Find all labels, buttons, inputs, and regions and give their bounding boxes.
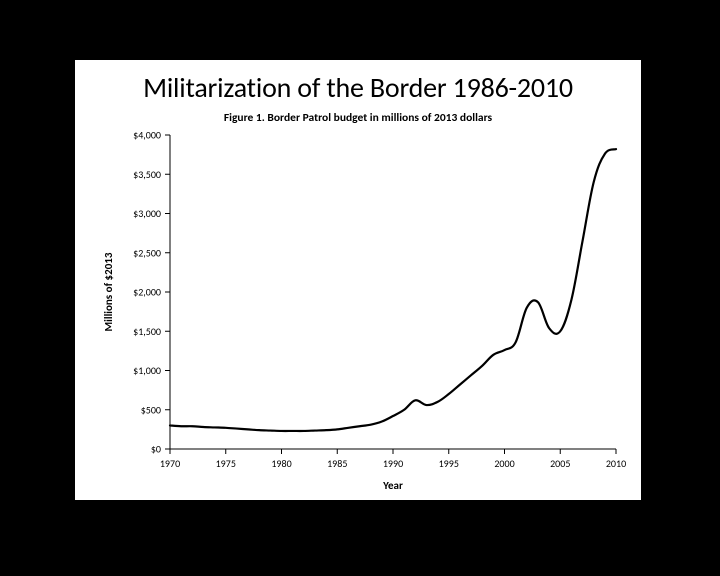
svg-text:1980: 1980 <box>271 457 291 470</box>
svg-text:$3,000: $3,000 <box>133 207 161 220</box>
svg-text:$1,500: $1,500 <box>133 325 161 338</box>
svg-text:2000: 2000 <box>494 457 514 470</box>
line-chart: 1970 1975 1980 1985 1990 1995 2000 2005 2010 $0 $5… <box>75 127 641 497</box>
svg-text:$1,000: $1,000 <box>133 364 161 377</box>
svg-text:$500: $500 <box>141 403 161 416</box>
slide-title: Militarization of the Border 1986-2010 <box>75 70 641 105</box>
svg-text:1990: 1990 <box>383 457 403 470</box>
svg-text:1975: 1975 <box>216 457 236 470</box>
svg-text:1970: 1970 <box>160 457 180 470</box>
svg-text:$0: $0 <box>151 443 161 456</box>
svg-text:1995: 1995 <box>439 457 459 470</box>
figure-title: Figure 1. Border Patrol budget in millio… <box>75 111 641 125</box>
slide: Militarization of the Border 1986-2010 F… <box>75 60 641 500</box>
svg-text:2010: 2010 <box>606 457 626 470</box>
chart-container: 1970 1975 1980 1985 1990 1995 2000 2005 2010 $0 $5… <box>75 127 641 497</box>
svg-text:$2,000: $2,000 <box>133 286 161 299</box>
svg-text:Millions of $2013: Millions of $2013 <box>102 252 115 331</box>
svg-text:$2,500: $2,500 <box>133 246 161 259</box>
svg-text:Year: Year <box>382 479 403 492</box>
svg-text:1985: 1985 <box>327 457 347 470</box>
svg-text:2005: 2005 <box>550 457 570 470</box>
svg-text:$4,000: $4,000 <box>133 129 161 142</box>
svg-text:$3,500: $3,500 <box>133 168 161 181</box>
